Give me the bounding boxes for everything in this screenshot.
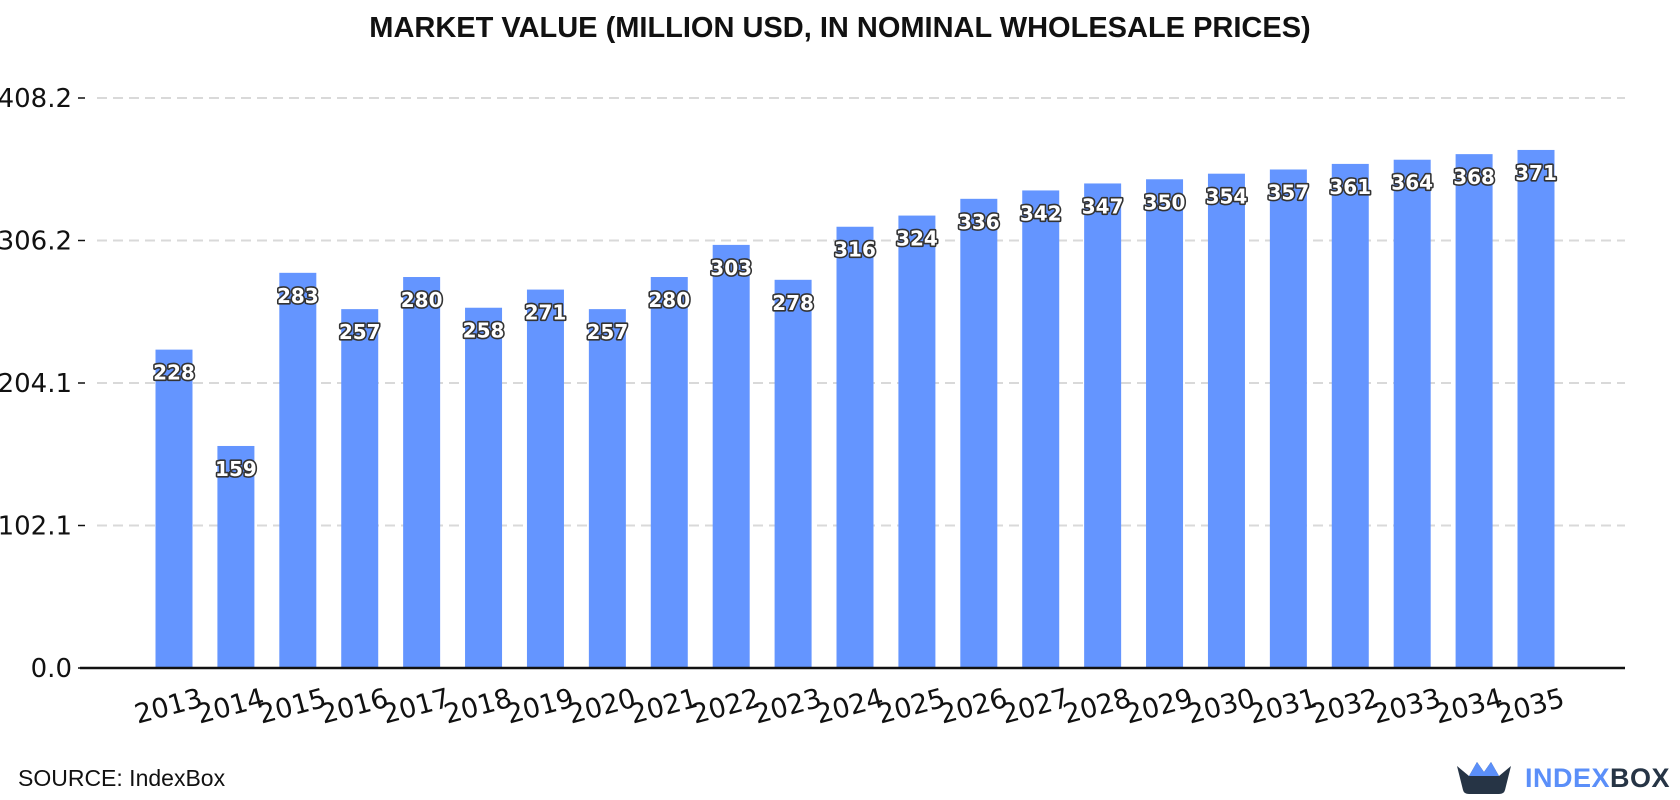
data-label: 303: [710, 256, 752, 280]
brand-part-box: BOX: [1609, 762, 1670, 793]
indexbox-logo[interactable]: INDEXBOX: [1455, 758, 1670, 798]
data-label: 347: [1082, 194, 1124, 218]
data-label: 364: [1391, 171, 1433, 195]
x-tick-labels: 2013201420152016201720182019202020212022…: [131, 683, 1567, 731]
data-label: 258: [463, 319, 505, 343]
y-tick-label: 306.2: [0, 227, 72, 257]
bar: [1517, 149, 1555, 668]
data-label: 280: [648, 288, 690, 312]
data-label: 280: [401, 288, 443, 312]
y-tick-label: 204.1: [0, 369, 72, 399]
bar: [960, 198, 998, 668]
bar: [650, 277, 688, 668]
source-note: SOURCE: IndexBox: [18, 765, 226, 791]
data-label: 342: [1020, 201, 1062, 225]
data-label: 350: [1144, 190, 1186, 214]
data-label: 357: [1267, 180, 1309, 204]
y-tick-labels: 0.0 102.1 204.1 306.2 408.2: [0, 84, 85, 684]
data-label: 368: [1453, 165, 1495, 189]
data-label: 361: [1329, 175, 1371, 199]
x-tick-label: 2035: [1493, 683, 1567, 731]
bar: [588, 309, 626, 668]
data-label: 159: [215, 457, 257, 481]
bar: [1331, 163, 1369, 668]
chart-title: MARKET VALUE (MILLION USD, IN NOMINAL WH…: [369, 12, 1311, 44]
bar: [1269, 169, 1307, 668]
data-label: 324: [896, 227, 938, 251]
y-tick-label: 408.2: [0, 84, 72, 114]
y-tick-label: 102.1: [0, 512, 72, 542]
bar: [465, 307, 503, 668]
bars: [155, 149, 1555, 669]
data-label: 257: [586, 320, 628, 344]
grid-lines: [97, 97, 1625, 527]
data-label: 228: [153, 361, 195, 385]
bar: [279, 272, 317, 668]
data-label: 271: [525, 301, 567, 325]
data-label: 371: [1515, 161, 1557, 185]
bar: [774, 279, 812, 668]
crown-box-icon: [1456, 762, 1511, 794]
data-label: 336: [958, 210, 1000, 234]
bar: [1393, 159, 1431, 669]
bar: [1455, 154, 1493, 668]
bar: [1084, 183, 1122, 668]
bar: [836, 226, 874, 668]
bar: [898, 215, 936, 669]
data-labels: 228 159 283 257 280 258 271 257 280 303 278 316 324 3…: [152, 159, 1559, 482]
bar: [217, 445, 255, 668]
brand-part-index: INDEX: [1524, 762, 1610, 793]
bar: [1146, 179, 1184, 668]
data-label: 354: [1206, 185, 1248, 209]
bar: [526, 289, 564, 668]
y-tick-label: 0.0: [31, 654, 72, 684]
data-label: 283: [277, 284, 319, 308]
data-label: 278: [772, 291, 814, 315]
bar: [712, 244, 750, 669]
bar: [1022, 190, 1060, 668]
bar: [155, 349, 193, 668]
bar: [1207, 173, 1245, 669]
bar: [403, 277, 441, 668]
brand-wordmark: INDEXBOX: [1525, 763, 1670, 794]
data-label: 257: [339, 320, 381, 344]
bar: [341, 309, 379, 668]
data-label: 316: [834, 238, 876, 262]
